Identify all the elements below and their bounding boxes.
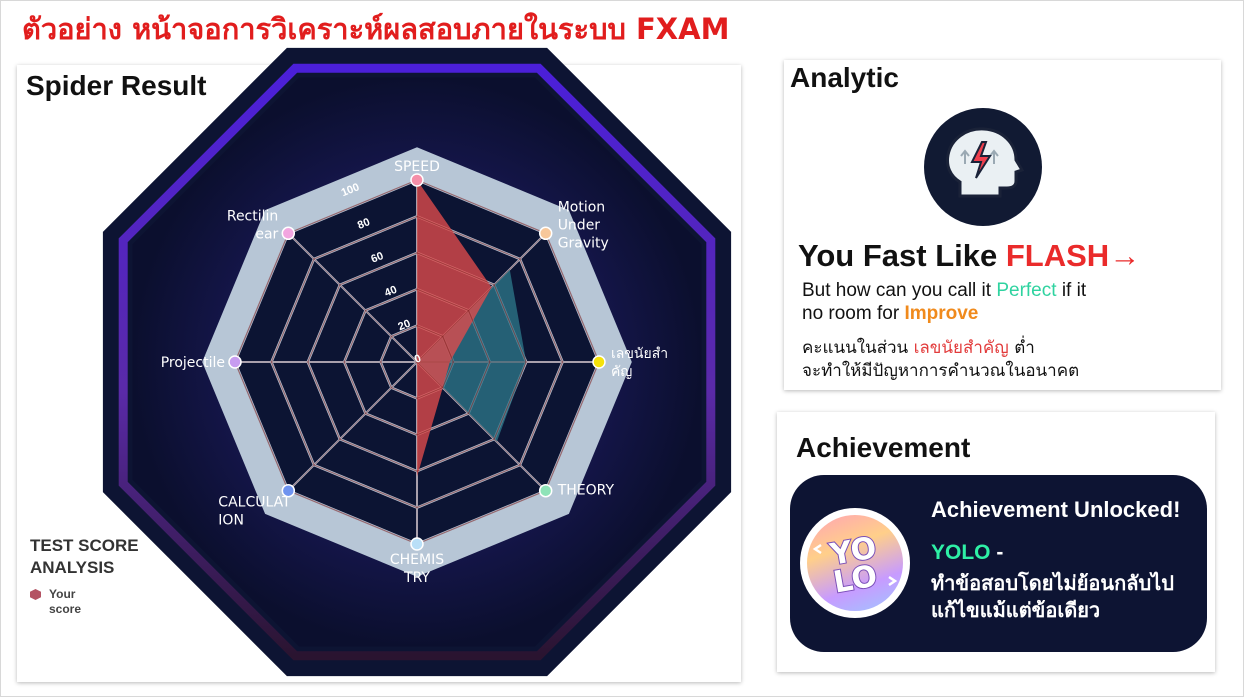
grid-ring-overlay (307, 252, 527, 472)
series-area (235, 180, 492, 477)
line1-tail: if it (1061, 280, 1087, 301)
axis-dot (592, 355, 606, 369)
analytic-line-1: But how can you call it Perfect if it (802, 280, 1086, 302)
axis-label: CALCULAT ION (218, 495, 291, 529)
thai1-highlight: เลขนัยสำคัญ (913, 338, 1009, 358)
axis-dot (281, 483, 296, 498)
axis-line-overlay (287, 361, 418, 492)
axis-label: Motion Under Gravity (558, 199, 609, 251)
scale-tick-label: 40 (383, 284, 399, 300)
axis-line (287, 361, 418, 492)
page-title: ตัวอย่าง หน้าจอการวิเคราะห์ผลสอบภายในระบ… (22, 12, 730, 46)
achievement-unlocked-label: Achievement Unlocked! (931, 497, 1181, 522)
achievement-dash: - (996, 541, 1004, 564)
axis-dot (538, 483, 553, 498)
glow-rim (118, 63, 716, 661)
headline-flash: FLASH (1005, 238, 1110, 273)
analytic-thai-line-1: คะแนนในส่วน เลขนัยสำคัญ ต่ำ (802, 334, 1035, 361)
axis-dot (281, 226, 296, 241)
axis-dot (410, 537, 424, 551)
legend-item-your-score[interactable]: Your score (30, 587, 180, 617)
badge-text-top: YO (827, 530, 880, 573)
analytic-thai-line-2: จะทำให้มีปัญหาการคำนวณในอนาคต (802, 361, 1080, 381)
axis-line-overlay (287, 232, 418, 363)
achievement-description: ทำข้อสอบโดยไม่ย้อนกลับไปแก้ไขแม้แต่ข้อเด… (931, 571, 1174, 622)
thai1-text: คะแนนในส่วน (802, 338, 909, 358)
brain-lightning-icon (924, 108, 1042, 226)
axis-label: Projectile (161, 355, 225, 371)
axis-label: Rectilin ear (227, 208, 279, 242)
grid-ring-overlay (270, 215, 564, 509)
chart-legend: TEST SCORE ANALYSIS Your score (30, 535, 180, 617)
axis-dot (538, 226, 553, 241)
thai1-tail: ต่ำ (1014, 338, 1035, 358)
achievement-name: YOLO - (931, 541, 1003, 565)
scale-tick-label: 20 (396, 318, 412, 334)
analytic-line-2: no room for Improve (802, 303, 978, 325)
axis-line-overlay (416, 361, 547, 492)
scale-tick-label: 0 (413, 353, 423, 366)
line1-highlight: Perfect (996, 280, 1057, 301)
line1-text: But how can you call it (802, 280, 992, 301)
achievement-name-text: YOLO (931, 541, 991, 564)
scale-tick-label: 60 (369, 250, 385, 266)
yolo-badge-icon: YO LO (800, 508, 910, 618)
badge-text-bottom: LO (831, 559, 880, 601)
axis-label: เลขนัยสำคัญ (611, 346, 668, 380)
legend-label: Your score (49, 587, 82, 616)
legend-title: TEST SCORE ANALYSIS (30, 536, 139, 577)
grid-ring-overlay (379, 324, 455, 400)
axis-line (287, 232, 418, 363)
axis-label: CHEMIS TRY (390, 552, 444, 586)
line2-text: no room for (802, 303, 900, 324)
analytic-headline: You Fast Like FLASH→ (798, 238, 1140, 274)
headline-prefix: You Fast Like (798, 238, 998, 273)
axis-dot (410, 173, 424, 187)
axis-label: THEORY (557, 483, 615, 499)
axis-line-overlay (416, 232, 547, 363)
legend-swatch (30, 589, 41, 600)
axis-label: SPEED (394, 159, 440, 175)
analytic-title: Analytic (790, 62, 899, 93)
line2-highlight: Improve (904, 303, 979, 324)
scale-tick-label: 80 (356, 216, 372, 232)
achievement-title: Achievement (796, 432, 971, 463)
arrow-right-icon: → (1109, 238, 1141, 273)
spider-title: Spider Result (26, 70, 207, 101)
axis-dot (228, 355, 242, 369)
grid-ring-overlay (343, 288, 491, 436)
